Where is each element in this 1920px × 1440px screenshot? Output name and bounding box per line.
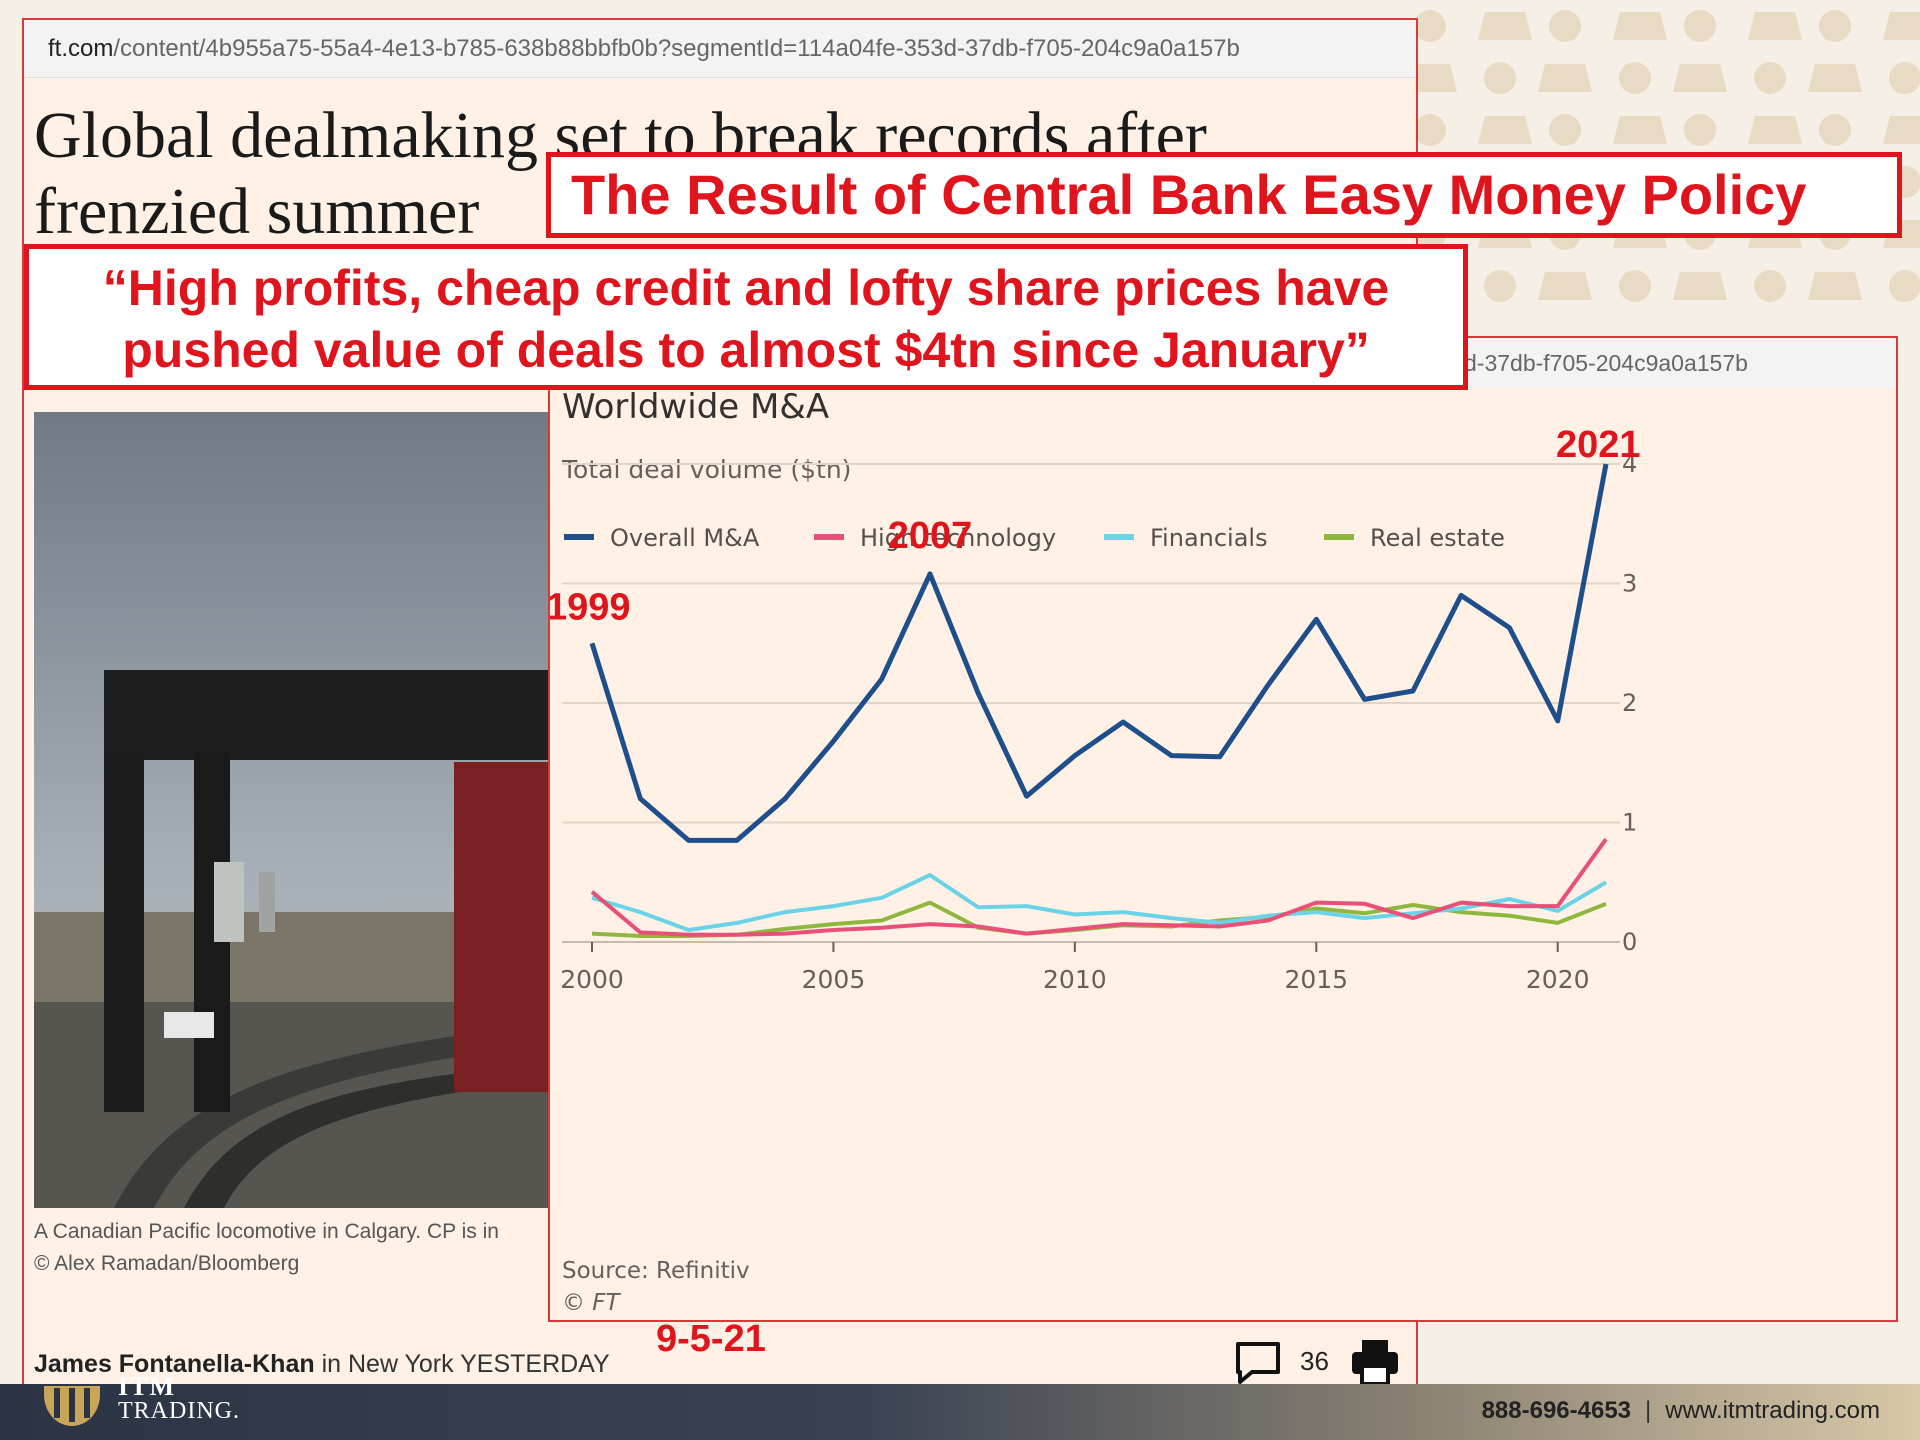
legend-label: Overall M&A (610, 524, 760, 552)
legend-swatch (564, 534, 594, 540)
year-annotation: 2007 (888, 515, 973, 557)
legend-swatch (814, 534, 844, 540)
ma-line-chart: Worldwide M&A Total deal volume ($tn) Ov… (550, 387, 1641, 1316)
chart-gridlines (562, 463, 1620, 943)
x-tick-label: 2015 (1284, 965, 1348, 994)
date-annotation: 9-5-21 (656, 1318, 766, 1360)
y-tick-label: 4 (1622, 450, 1637, 478)
headline-callout: The Result of Central Bank Easy Money Po… (546, 152, 1902, 238)
quote-line-2: pushed value of deals to almost $4tn sin… (122, 322, 1370, 378)
chart-panel: d-37db-f705-204c9a0a157b Worldwide M&A T… (548, 336, 1898, 1322)
year-annotation: 2021 (1556, 424, 1641, 466)
caption-text: A Canadian Pacific locomotive in Calgary… (34, 1220, 499, 1243)
brand-name: TRADING. (118, 1398, 240, 1424)
legend-label: High technology (860, 524, 1056, 552)
legend-swatch (1324, 534, 1354, 540)
year-annotation: 1999 (550, 586, 631, 628)
comment-icon[interactable] (1234, 1338, 1282, 1386)
chart-title: Worldwide M&A (562, 387, 829, 427)
x-tick-label: 2020 (1526, 965, 1590, 994)
y-tick-label: 0 (1622, 928, 1637, 956)
author-link[interactable]: James Fontanella-Khan (34, 1350, 315, 1378)
url-path: /content/4b955a75-55a4-4e13-b785-638b88b… (113, 35, 1240, 62)
contact-separator: | (1645, 1397, 1652, 1424)
x-tick-label: 2000 (560, 965, 624, 994)
series-line-overall-m-a (589, 463, 1609, 843)
chart-source: Source: Refinitiv (562, 1258, 750, 1284)
chart-subtitle: Total deal volume ($tn) (561, 455, 851, 484)
legend-label: Real estate (1370, 524, 1505, 552)
quote-line-1: “High profits, cheap credit and lofty sh… (102, 260, 1390, 316)
chart-credit: © FT (562, 1290, 622, 1316)
y-tick-label: 2 (1622, 689, 1637, 717)
url-host: ft.com (48, 35, 114, 62)
y-tick-label: 1 (1622, 809, 1637, 837)
photo-caption: A Canadian Pacific locomotive in Calgary… (34, 1216, 574, 1280)
brand-name-top: ITM (118, 1372, 176, 1401)
phone-number[interactable]: 888-696-4653 (1481, 1397, 1632, 1424)
website-link[interactable]: www.itmtrading.com (1665, 1397, 1880, 1424)
itm-logo-icon (44, 1386, 100, 1426)
byline-location-date: in New York YESTERDAY (314, 1350, 610, 1378)
legend-label: Financials (1150, 524, 1268, 552)
headline-line-2: frenzied summer (34, 175, 480, 248)
article-photo (34, 412, 564, 1208)
print-icon[interactable] (1350, 1336, 1400, 1386)
quote-callout: “High profits, cheap credit and lofty sh… (24, 244, 1468, 390)
chart-series (589, 463, 1609, 938)
chart-address-bar[interactable]: d-37db-f705-204c9a0a157b (1450, 338, 1896, 388)
photo-credit: © Alex Ramadan/Bloomberg (34, 1252, 300, 1275)
y-tick-label: 3 (1622, 570, 1637, 598)
x-tick-label: 2005 (802, 965, 866, 994)
address-bar[interactable]: ft.com/content/4b955a75-55a4-4e13-b785-6… (24, 20, 1416, 78)
byline: James Fontanella-Khan in New York YESTER… (34, 1350, 610, 1379)
brand-contact: 888-696-4653 | www.itmtrading.com (1482, 1397, 1880, 1425)
x-tick-label: 2010 (1043, 965, 1107, 994)
legend-swatch (1104, 534, 1134, 540)
x-axis: 2000 2005 2010 2015 2020 (560, 942, 1590, 994)
brand-footer-bar (0, 1384, 1920, 1440)
year-annotations: 1999 2007 2021 (550, 424, 1641, 628)
y-axis: 0 1 2 3 4 (1622, 450, 1637, 956)
chart-legend: Overall M&A High technology Financials Real… (564, 524, 1505, 552)
series-line-financials (591, 873, 1608, 932)
series-line-high-technology (590, 838, 1608, 937)
comment-count[interactable]: 36 (1300, 1346, 1329, 1376)
